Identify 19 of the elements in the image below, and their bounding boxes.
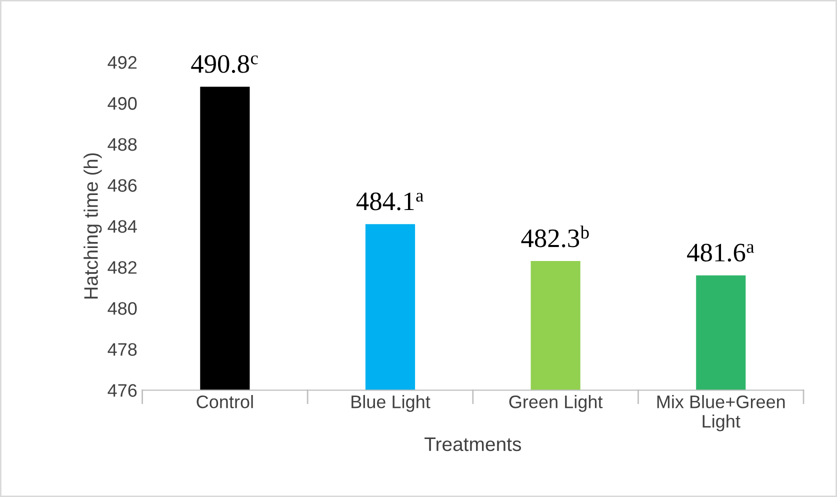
y-tick-label: 486: [108, 179, 137, 192]
y-tick-label: 492: [108, 56, 137, 69]
x-tick-label: Blue Light: [352, 395, 430, 412]
y-tick-label: 490: [108, 97, 137, 110]
y-tick-label: 476: [108, 384, 137, 397]
y-axis-title: Hatching time (h): [84, 153, 102, 299]
y-tick-label: 488: [108, 138, 137, 151]
x-tick-label: Mix Blue+Green Light: [657, 395, 785, 432]
data-label: 481.6$^{a}$: [687, 244, 754, 262]
data-label: 482.3$^{b}$: [521, 226, 589, 248]
y-tick-label: 484: [108, 220, 137, 233]
x-tick-label: Green Light: [509, 395, 603, 412]
x-axis-title: Treatments: [424, 438, 522, 452]
x-tick-label: Control: [196, 395, 253, 408]
y-tick-label: 480: [108, 302, 137, 315]
y-tick-label: 478: [108, 343, 137, 356]
y-tick-label: 482: [108, 261, 137, 274]
data-label: 490.8$^{c}$: [191, 55, 258, 74]
data-label: 484.1$^{a}$: [356, 192, 424, 210]
